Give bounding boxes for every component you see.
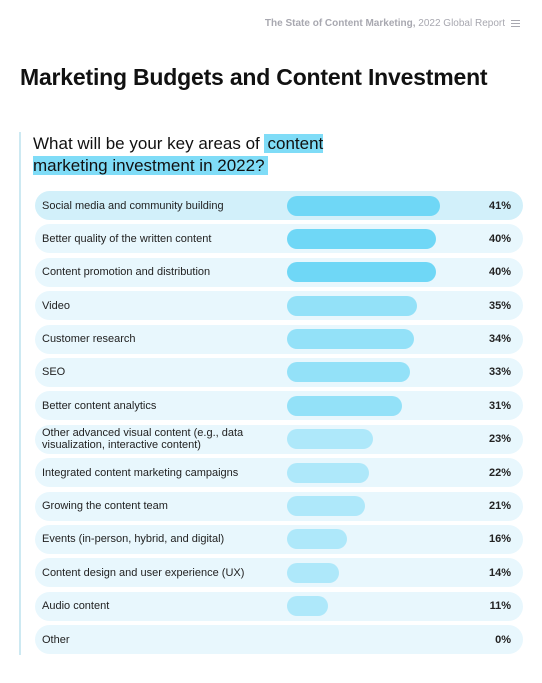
- bar-track: [287, 562, 462, 583]
- value-label: 41%: [488, 199, 511, 212]
- category-label: Customer research: [42, 333, 136, 346]
- bar: [287, 228, 436, 249]
- report-title: The State of Content Marketing, 2022 Glo…: [264, 18, 505, 29]
- category-label: Video: [42, 299, 70, 312]
- category-label: Better content analytics: [42, 399, 157, 412]
- value-label: 16%: [488, 533, 511, 546]
- chart-row: Better quality of the written content 40%: [35, 224, 523, 254]
- category-label: Content design and user experience (UX): [42, 566, 245, 579]
- chart-row: Content promotion and distribution 40%: [35, 257, 523, 287]
- bar: [287, 329, 414, 350]
- category-label: Other advanced visual content (e.g., dat…: [42, 427, 244, 452]
- chart-row: Social media and community building 41%: [35, 191, 523, 220]
- bar-track: [287, 295, 462, 316]
- value-label: 33%: [488, 366, 511, 379]
- chart-card: What will be your key areas of content m…: [19, 132, 526, 655]
- page-title: Marketing Budgets and Content Investment: [20, 64, 488, 90]
- value-label: 34%: [488, 333, 511, 346]
- bar: [287, 462, 369, 483]
- bar: [287, 362, 410, 383]
- bar: [287, 395, 403, 416]
- bar: [287, 295, 418, 316]
- value-label: 21%: [488, 500, 511, 513]
- chart-row: Content design and user experience (UX) 1…: [35, 558, 523, 588]
- category-label: Growing the content team: [42, 500, 168, 513]
- bar-track: [287, 395, 462, 416]
- category-label: Content promotion and distribution: [42, 266, 211, 279]
- bar-track: [287, 462, 462, 483]
- bar-track: [287, 195, 462, 216]
- chart-row: Customer research 34%: [35, 324, 523, 354]
- chart-row: Integrated content marketing campaigns 22…: [35, 458, 523, 488]
- category-label: Events (in-person, hybrid, and digital): [42, 533, 225, 546]
- bar: [287, 496, 366, 517]
- bar-track: [287, 362, 462, 383]
- value-label: 31%: [488, 399, 511, 412]
- bar-track: [287, 262, 462, 283]
- chart-row: Growing the content team 21%: [35, 491, 523, 521]
- chart-title-plain: What will be your key areas of: [33, 134, 265, 153]
- value-label: 11%: [489, 600, 511, 613]
- chart-row: Audio content 11%: [35, 591, 523, 621]
- chart-row: Better content analytics 31%: [35, 391, 523, 421]
- category-label: Integrated content marketing campaigns: [42, 466, 239, 479]
- bar: [287, 429, 373, 450]
- bar-track: [287, 529, 462, 550]
- value-label: 35%: [488, 299, 511, 312]
- chart-row: SEO 33%: [35, 357, 523, 387]
- value-label: 23%: [488, 433, 511, 446]
- chart-row: Other advanced visual content (e.g., dat…: [35, 424, 523, 454]
- chart-row: Other 0%: [35, 625, 523, 655]
- chart-title: What will be your key areas of content m…: [33, 133, 363, 177]
- bar-track: [287, 596, 462, 617]
- category-label: Social media and community building: [42, 199, 224, 212]
- bar-track: [287, 429, 462, 450]
- bar-track: [287, 496, 462, 517]
- value-label: 40%: [488, 266, 511, 279]
- category-label: Other: [42, 633, 70, 646]
- value-label: 40%: [488, 232, 511, 245]
- chart-row: Events (in-person, hybrid, and digital) 1…: [35, 524, 523, 554]
- category-label: Better quality of the written content: [42, 232, 212, 245]
- chart-row: Video 35%: [35, 291, 523, 321]
- bar: [287, 195, 440, 216]
- bar-chart: Social media and community building 41% Be…: [35, 191, 523, 658]
- bar-track: [287, 228, 462, 249]
- menu-icon[interactable]: [511, 20, 520, 27]
- bar: [287, 562, 340, 583]
- bar: [287, 262, 436, 283]
- bar: [287, 596, 328, 617]
- value-label: 22%: [488, 466, 511, 479]
- bar: [287, 529, 347, 550]
- value-label: 0%: [495, 633, 511, 646]
- report-header: The State of Content Marketing, 2022 Glo…: [265, 18, 520, 29]
- category-label: Audio content: [42, 600, 110, 613]
- category-label: SEO: [42, 366, 66, 379]
- bar-track: [287, 329, 462, 350]
- bar-track: [287, 630, 462, 650]
- value-label: 14%: [488, 566, 511, 579]
